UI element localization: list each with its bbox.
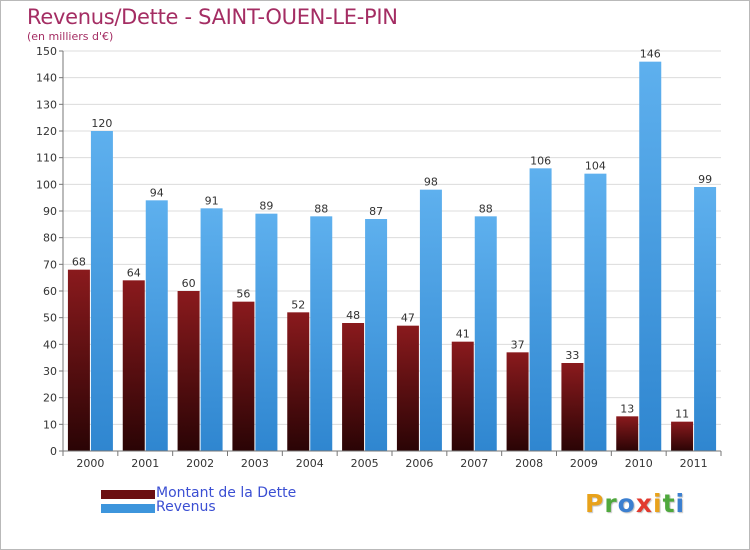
- y-tick-label-70: 70: [43, 258, 57, 271]
- bar-debt-2001: [122, 280, 145, 451]
- bar-revenue-2000: [90, 131, 113, 451]
- data-label-revenue-2005: 87: [369, 205, 383, 218]
- y-tick-label-140: 140: [36, 72, 57, 85]
- bar-debt-2000: [67, 269, 90, 451]
- bar-debt-2002: [177, 291, 200, 451]
- bar-revenue-2003: [255, 213, 278, 451]
- data-label-revenue-2007: 88: [479, 202, 493, 215]
- bar-debt-2005: [342, 323, 365, 451]
- y-tick-label-50: 50: [43, 312, 57, 325]
- logo-letter: x: [635, 489, 653, 518]
- data-label-revenue-2000: 120: [91, 117, 112, 130]
- bar-revenue-2007: [474, 216, 497, 451]
- y-tick-label-130: 130: [36, 98, 57, 111]
- bar-debt-2011: [671, 421, 694, 451]
- x-tick-label-2005: 2005: [351, 457, 379, 470]
- chart-title: Revenus/Dette - SAINT-OUEN-LE-PIN: [27, 5, 398, 29]
- y-tick-label-10: 10: [43, 418, 57, 431]
- bar-revenue-2001: [145, 200, 168, 451]
- chart-subtitle: (en milliers d'€): [27, 30, 114, 43]
- grid: [63, 50, 721, 425]
- legend-swatch-revenue: [101, 504, 155, 513]
- x-tick-label-2004: 2004: [296, 457, 324, 470]
- legend-label-debt: Montant de la Dette: [156, 485, 297, 501]
- y-tick-label-40: 40: [43, 338, 57, 351]
- data-label-revenue-2010: 146: [640, 48, 661, 61]
- data-label-debt-2002: 60: [182, 277, 196, 290]
- data-label-revenue-2009: 104: [585, 160, 606, 173]
- bar-revenue-2011: [694, 187, 717, 451]
- x-tick-label-2009: 2009: [570, 457, 598, 470]
- bars: 68 120 64 94 60 91 56 89 52 88 48 87 47 98 41 88 37 106 33…: [67, 48, 717, 452]
- y-tick-label-60: 60: [43, 285, 57, 298]
- data-label-debt-2008: 37: [511, 338, 525, 351]
- y-tick-label-80: 80: [43, 232, 57, 245]
- data-label-revenue-2004: 88: [314, 202, 328, 215]
- x-tick-label-2011: 2011: [680, 457, 708, 470]
- legend-swatch-debt: [101, 490, 155, 499]
- data-label-debt-2009: 33: [565, 349, 579, 362]
- bar-revenue-2002: [200, 208, 223, 451]
- x-tick-label-2008: 2008: [515, 457, 543, 470]
- x-tick-label-2003: 2003: [241, 457, 269, 470]
- x-tick-label-2006: 2006: [405, 457, 433, 470]
- bar-revenue-2010: [639, 61, 662, 452]
- bar-debt-2010: [616, 416, 639, 451]
- logo-letter: i: [675, 489, 686, 518]
- bar-debt-2009: [561, 363, 584, 451]
- axes: 0 10 20 30 40 50 60 70 80 90 100 110 120 130 140 150 200…: [36, 45, 722, 470]
- y-tick-label-110: 110: [36, 152, 57, 165]
- y-tick-label-120: 120: [36, 125, 57, 138]
- bar-revenue-2009: [584, 173, 607, 451]
- y-tick-label-30: 30: [43, 365, 57, 378]
- logo-letter: P: [585, 489, 605, 518]
- logo-letter: r: [604, 489, 618, 518]
- data-label-debt-2006: 47: [401, 312, 415, 325]
- bar-debt-2007: [451, 341, 474, 451]
- data-label-revenue-2002: 91: [205, 194, 219, 207]
- y-tick-label-150: 150: [36, 45, 57, 58]
- bar-debt-2006: [396, 325, 419, 451]
- bar-debt-2004: [287, 312, 310, 451]
- data-label-debt-2003: 56: [236, 288, 250, 301]
- data-label-debt-2001: 64: [127, 266, 141, 279]
- x-tick-label-2010: 2010: [625, 457, 653, 470]
- data-label-debt-2004: 52: [291, 298, 305, 311]
- legend-label-revenue: Revenus: [156, 499, 216, 515]
- data-label-revenue-2008: 106: [530, 154, 551, 167]
- bar-revenue-2008: [529, 168, 552, 452]
- data-label-debt-2010: 13: [620, 402, 634, 415]
- data-label-debt-2005: 48: [346, 309, 360, 322]
- bar-debt-2008: [506, 352, 529, 451]
- x-tick-label-2000: 2000: [76, 457, 104, 470]
- logo-letter: i: [653, 489, 663, 518]
- bar-revenue-2004: [310, 216, 333, 451]
- x-tick-label-2002: 2002: [186, 457, 214, 470]
- data-label-revenue-2001: 94: [150, 186, 164, 199]
- data-label-revenue-2006: 98: [424, 176, 438, 189]
- data-label-debt-2011: 11: [675, 408, 689, 421]
- data-label-revenue-2003: 89: [259, 200, 273, 213]
- x-tick-label-2001: 2001: [131, 457, 159, 470]
- y-tick-label-20: 20: [43, 392, 57, 405]
- proxiti-logo: Proxiti: [585, 489, 685, 518]
- data-label-revenue-2011: 99: [698, 173, 712, 186]
- y-tick-label-90: 90: [43, 205, 57, 218]
- bar-revenue-2006: [419, 189, 442, 451]
- bar-debt-2003: [232, 301, 255, 451]
- x-tick-label-2007: 2007: [460, 457, 488, 470]
- logo-letter: o: [617, 489, 636, 518]
- y-tick-label-100: 100: [36, 178, 57, 191]
- logo-letter: t: [662, 489, 676, 518]
- bar-revenue-2005: [365, 219, 388, 451]
- y-tick-label-0: 0: [50, 445, 57, 458]
- data-label-debt-2000: 68: [72, 256, 86, 269]
- data-label-debt-2007: 41: [456, 328, 470, 341]
